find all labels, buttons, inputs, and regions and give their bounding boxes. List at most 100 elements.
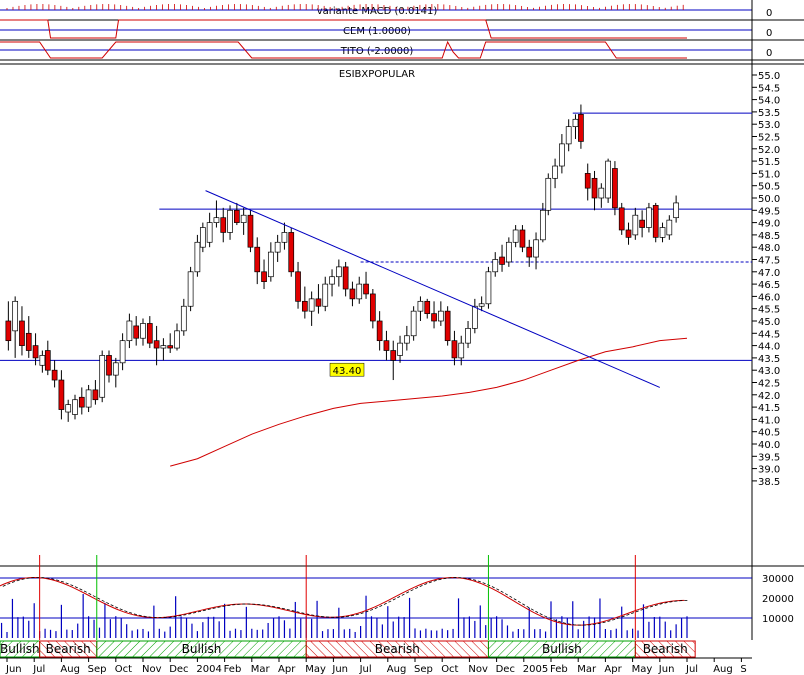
candle-down: [612, 168, 618, 209]
candle-up: [213, 217, 220, 223]
time-tick-label: Nov: [468, 664, 488, 675]
time-tick-label: Aug: [387, 664, 407, 675]
time-tick-label: Mar: [577, 664, 597, 675]
price-tick-label: 43.5: [758, 354, 780, 365]
candle-up: [72, 399, 78, 415]
support-resistance-lines: [0, 112, 752, 361]
time-tick-label: Oct: [115, 664, 132, 675]
tito-line: [0, 40, 687, 59]
descending-trendline: [205, 190, 660, 388]
candle-down: [247, 214, 254, 248]
time-tick-label: Apr: [604, 664, 622, 675]
indicator-label: variante MACD (0.0141): [317, 6, 438, 17]
price-tick-label: 54.5: [758, 83, 780, 94]
price-tick-label: 39.5: [758, 452, 780, 463]
time-tick-label: Dec: [169, 664, 188, 675]
candle-down: [233, 209, 240, 223]
time-tick-label: Jun: [658, 664, 675, 675]
indicator-tick: 0: [766, 48, 772, 59]
time-tick-label: May: [632, 664, 653, 675]
price-tick-label: 52.0: [758, 145, 780, 156]
price-tick-label: 39.0: [758, 465, 780, 476]
candle-up: [206, 222, 213, 243]
candle-down: [295, 271, 301, 302]
price-tick-label: 53.0: [758, 120, 780, 131]
candle-up: [194, 241, 201, 273]
price-tick-label: 44.5: [758, 329, 780, 340]
time-tick-label: Aug: [713, 664, 733, 675]
candle-up: [632, 214, 639, 236]
candle-down: [363, 283, 369, 295]
candle-down: [526, 246, 533, 258]
candle-up: [465, 328, 471, 344]
candle-up: [199, 227, 206, 248]
candle-down: [92, 389, 99, 401]
candle-up: [659, 227, 666, 238]
time-axis: Jun Jul Aug Sep Oct Nov Dec 2004 Feb Mar Apr May Jun…: [0, 657, 752, 675]
time-tick-label: Jul: [359, 664, 372, 675]
candle-down: [301, 300, 308, 312]
candle-up: [140, 323, 146, 339]
time-tick-label: S: [740, 664, 746, 675]
trendline: [205, 190, 660, 388]
candle-up: [99, 355, 106, 398]
candle-up: [512, 229, 519, 243]
candle-up: [552, 165, 558, 179]
price-tick-label: 48.5: [758, 231, 780, 242]
price-label: 43.40: [333, 366, 362, 377]
price-tick-label: 48.0: [758, 243, 780, 254]
time-tick-label: Mar: [251, 664, 271, 675]
time-tick-label: Feb: [224, 664, 242, 675]
candle-up: [85, 389, 92, 408]
time-tick-label: Jul: [685, 664, 698, 675]
candle-up: [485, 271, 492, 305]
candle-up: [403, 335, 410, 344]
candle-down: [5, 320, 12, 342]
candle-up: [410, 310, 417, 337]
candle-up: [533, 239, 539, 258]
price-tick-label: 47.0: [758, 268, 780, 279]
candle-down: [146, 323, 153, 344]
indicator-label: TITO (-2.0000): [340, 46, 414, 57]
time-tick-label: 2004: [196, 664, 221, 675]
candle-down: [133, 325, 140, 339]
candle-down: [369, 293, 376, 322]
candle-up: [308, 298, 315, 312]
candle-down: [78, 396, 85, 408]
candle-up: [539, 209, 546, 241]
candle-up: [356, 283, 363, 300]
time-tick-label: Nov: [142, 664, 162, 675]
price-tick-label: 40.5: [758, 428, 780, 439]
cem-line: [0, 19, 687, 39]
candle-up: [646, 207, 652, 228]
candle-up: [187, 271, 194, 307]
price-tick-label: 42.5: [758, 379, 780, 390]
price-tick-label: 49.5: [758, 206, 780, 217]
candle-up: [598, 187, 605, 199]
candle-down: [383, 340, 390, 351]
candle-down: [584, 173, 591, 189]
candle-up: [478, 303, 485, 307]
time-tick-label: Jun: [5, 664, 22, 675]
trend-bands: Bullish Bearish Bullish Bearish Bullish Beari…: [0, 640, 696, 658]
candle-up: [119, 340, 126, 364]
candle-up: [281, 232, 288, 243]
candle-up: [274, 241, 281, 253]
oscillator-signal-line: [2, 577, 689, 626]
candle-up: [565, 126, 572, 145]
candle-up: [329, 276, 335, 285]
candle-up: [572, 118, 579, 128]
indicator-label: CEM (1.0000): [343, 26, 411, 37]
time-tick-label: Feb: [550, 664, 568, 675]
indicator-panels: variante MACD (0.0141) 0 CEM (1.0000) 0 TITO…: [0, 0, 804, 640]
candle-up: [267, 251, 274, 278]
candlesticks: [5, 104, 679, 422]
candle-down: [261, 271, 267, 282]
candle-up: [126, 320, 133, 342]
candle-up: [417, 300, 424, 312]
candle-down: [349, 288, 356, 300]
price-tick-label: 44.0: [758, 342, 780, 353]
trend-band-label: Bullish: [0, 642, 40, 656]
trend-band-label: Bullish: [182, 642, 222, 656]
candle-down: [32, 345, 39, 359]
